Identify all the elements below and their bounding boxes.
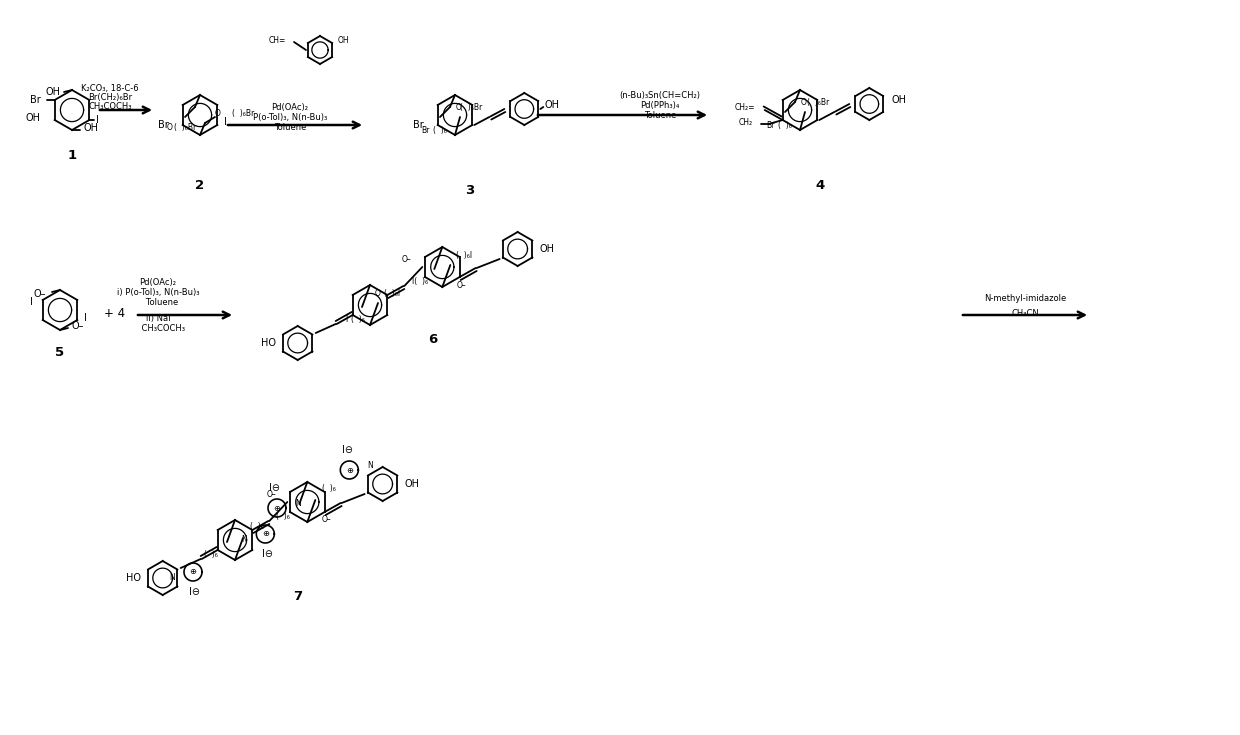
Text: 7: 7: [293, 590, 301, 603]
Text: I: I: [345, 315, 347, 323]
Text: Br: Br: [157, 120, 169, 130]
Text: CH=: CH=: [269, 35, 286, 45]
Text: O–: O–: [267, 490, 277, 498]
Text: I(  )₆: I( )₆: [412, 276, 428, 285]
Text: (  )₆: ( )₆: [322, 484, 336, 492]
Text: Pd(PPh₃)₄: Pd(PPh₃)₄: [640, 101, 680, 110]
Text: OH: OH: [84, 123, 99, 133]
Text: OH: OH: [339, 35, 350, 45]
Text: ⊕: ⊕: [346, 465, 353, 475]
Text: CH₃COCH₃: CH₃COCH₃: [88, 101, 131, 110]
Text: 1: 1: [67, 148, 77, 162]
Text: OH: OH: [404, 479, 419, 489]
Text: CH₂=: CH₂=: [734, 102, 755, 112]
Text: (n-Bu)₃Sn(CH=CH₂): (n-Bu)₃Sn(CH=CH₂): [620, 90, 701, 99]
Text: I: I: [95, 115, 99, 125]
Text: (  )₆I: ( )₆I: [384, 289, 401, 298]
Text: ⊕: ⊕: [274, 503, 280, 512]
Text: I⊖: I⊖: [262, 549, 273, 559]
Text: (  )₆: ( )₆: [205, 550, 218, 559]
Text: I: I: [84, 313, 87, 323]
Text: N: N: [367, 461, 373, 470]
Text: HO: HO: [260, 338, 275, 348]
Text: 4: 4: [816, 179, 825, 192]
Text: (  )₆: ( )₆: [250, 522, 264, 531]
Text: I: I: [224, 117, 227, 127]
Text: K₂CO₃, 18-C-6: K₂CO₃, 18-C-6: [81, 84, 139, 93]
Text: N: N: [169, 573, 175, 581]
Text: OH: OH: [26, 113, 41, 123]
Text: + 4: + 4: [104, 306, 125, 320]
Text: Toluene: Toluene: [274, 123, 306, 132]
Text: I: I: [30, 297, 32, 307]
Text: O–: O–: [33, 289, 46, 299]
Text: 2: 2: [196, 179, 205, 192]
Text: 3: 3: [465, 184, 475, 196]
Text: O–: O–: [72, 321, 84, 331]
Text: ⊕: ⊕: [190, 567, 196, 576]
Text: OH: OH: [544, 100, 559, 110]
Text: (  )₆: ( )₆: [351, 315, 365, 323]
Text: O–: O–: [402, 254, 410, 264]
Text: (  )₆: ( )₆: [433, 126, 446, 135]
Text: Toluene: Toluene: [138, 298, 179, 306]
Text: (  )₆I: ( )₆I: [456, 251, 472, 259]
Text: Br: Br: [30, 95, 41, 105]
Text: Br: Br: [766, 121, 774, 129]
Text: OH: OH: [539, 244, 554, 254]
Text: P(o-Tol)₃, N(n-Bu)₃: P(o-Tol)₃, N(n-Bu)₃: [253, 112, 327, 121]
Text: Br(CH₂)₆Br: Br(CH₂)₆Br: [88, 93, 133, 101]
Text: Pd(OAc)₂: Pd(OAc)₂: [139, 278, 176, 287]
Text: CH₃CN: CH₃CN: [1011, 309, 1039, 318]
Text: N: N: [295, 498, 301, 507]
Text: HO: HO: [125, 573, 140, 583]
Text: O–: O–: [456, 281, 466, 290]
Text: CH₃COCH₃: CH₃COCH₃: [131, 323, 185, 332]
Text: (  )₆Br: ( )₆Br: [174, 123, 196, 132]
Text: O: O: [215, 109, 221, 118]
Text: I⊖: I⊖: [342, 445, 353, 455]
Text: (  )₆: ( )₆: [277, 512, 290, 520]
Text: O: O: [167, 123, 172, 132]
Text: Toluene: Toluene: [644, 110, 676, 120]
Text: CH₂: CH₂: [739, 118, 753, 126]
Text: I⊖: I⊖: [269, 483, 280, 493]
Text: OH: OH: [45, 87, 60, 97]
Text: O: O: [456, 102, 463, 112]
Text: ii) NaI: ii) NaI: [145, 314, 170, 323]
Text: O: O: [801, 98, 807, 107]
Text: 5: 5: [56, 345, 64, 359]
Text: (  )₆Br: ( )₆Br: [232, 109, 254, 118]
Text: I⊖: I⊖: [190, 587, 201, 597]
Text: ⊕: ⊕: [262, 529, 269, 539]
Text: Br: Br: [413, 120, 424, 130]
Text: (  )₆Br: ( )₆Br: [807, 98, 830, 107]
Text: Pd(OAc)₂: Pd(OAc)₂: [272, 102, 309, 112]
Text: O: O: [374, 289, 381, 298]
Text: i) P(o-Tol)₃, N(n-Bu)₃: i) P(o-Tol)₃, N(n-Bu)₃: [117, 287, 200, 296]
Text: N-methyl-imidazole: N-methyl-imidazole: [983, 293, 1066, 303]
Text: (  )₆Br: ( )₆Br: [460, 102, 482, 112]
Text: N: N: [242, 534, 247, 543]
Text: Br: Br: [420, 126, 429, 135]
Text: O–: O–: [321, 515, 331, 525]
Text: (  )₆: ( )₆: [777, 121, 792, 129]
Text: 6: 6: [428, 332, 436, 345]
Text: OH: OH: [892, 95, 906, 105]
